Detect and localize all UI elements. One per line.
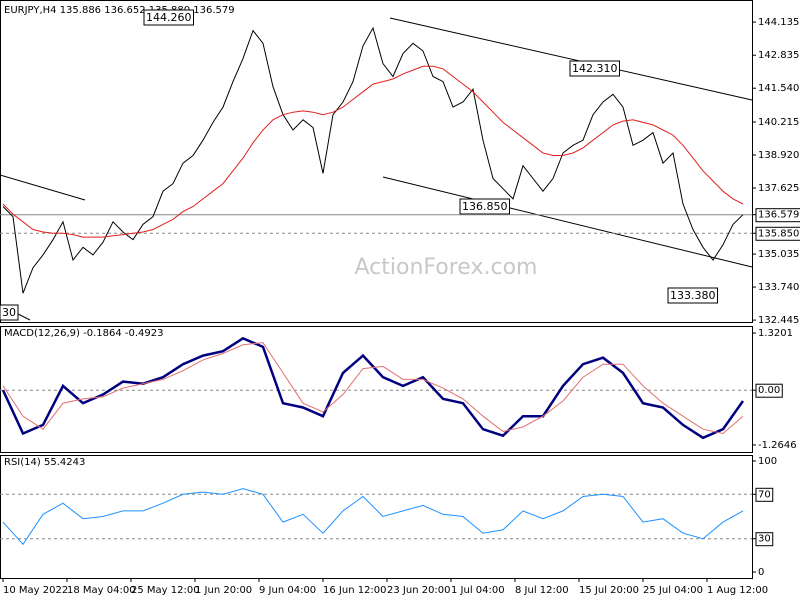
x-tick-label: 16 Jun 12:00 (323, 585, 387, 596)
x-tick-label: 9 Jun 04:00 (259, 585, 316, 596)
annotation: 30 (2, 306, 16, 319)
y-tick-label: 138.920 (758, 150, 799, 161)
y-tick-label: 30 (758, 534, 771, 545)
trend-line (389, 17, 753, 101)
y-tick-label: 1.3201 (758, 328, 793, 339)
x-tick-label: 23 Jun 20:00 (387, 585, 451, 596)
chart-title: EURJPY,H4 135.886 136.652 135.880 136.57… (4, 5, 235, 16)
x-tick-label: 25 May 12:00 (131, 585, 200, 596)
tick-label-box (755, 226, 800, 241)
x-tick-label: 15 Jul 20:00 (579, 585, 639, 596)
y-tick-label: 135.035 (758, 249, 799, 260)
annotation-box (667, 287, 718, 304)
trend-line (382, 176, 753, 268)
chart-title: RSI(14) 55.4243 (4, 457, 85, 468)
annotation: 133.380 (670, 289, 716, 302)
y-tick-label: 0 (758, 567, 764, 578)
series-line (2, 65, 744, 238)
tick-label-box (755, 532, 774, 547)
y-tick-label: 144.135 (758, 17, 799, 28)
annotations: 144.260 142.310 136.850 133.380 30 (0, 9, 718, 321)
annotation: 136.850 (462, 200, 508, 213)
series-line (1, 336, 745, 440)
tick-label-box (755, 208, 800, 223)
chart-title: MACD(12,26,9) -0.1864 -0.4923 (4, 328, 164, 339)
trend-line (0, 174, 86, 201)
x-tick-label: 1 Jun 20:00 (195, 585, 252, 596)
x-tick-label: 18 May 04:00 (67, 585, 136, 596)
annotation-box (459, 198, 510, 215)
tick-label-box (755, 487, 774, 502)
y-tick-label: -1.2646 (758, 440, 797, 451)
y-tick-label: 137.625 (758, 183, 799, 194)
y-tick-label: 0.00 (758, 385, 780, 396)
y-tick-label: 136.579 (758, 210, 799, 221)
y-tick-label: 142.835 (758, 50, 799, 61)
annotation-box (569, 60, 620, 77)
y-tick-label: 140.215 (758, 117, 799, 128)
annotation-box (143, 9, 194, 26)
series-line (2, 488, 744, 546)
x-tick-label: 25 Jul 04:00 (643, 585, 703, 596)
y-tick-label: 133.740 (758, 282, 799, 293)
series-line (2, 342, 744, 435)
y-tick-label: 132.445 (758, 315, 799, 326)
macd-panel (0, 326, 753, 453)
y-tick-label: 70 (758, 489, 771, 500)
tick-label-box (755, 383, 783, 398)
watermark: ActionForex.com (355, 255, 538, 280)
annotation: 142.310 (572, 62, 618, 75)
annotation-box (0, 304, 19, 321)
y-tick-label: 100 (758, 456, 777, 467)
x-tick-label: 1 Jul 04:00 (451, 585, 505, 596)
annotation: 144.260 (146, 11, 192, 24)
x-tick-label: 10 May 2022 (3, 585, 68, 596)
y-tick-label: 141.540 (758, 83, 799, 94)
x-tick-label: 1 Aug 12:00 (707, 585, 768, 596)
price-panel (0, 0, 753, 323)
x-tick-label: 8 Jul 12:00 (515, 585, 569, 596)
rsi-panel (0, 455, 753, 579)
y-tick-label: 135.850 (758, 228, 799, 239)
